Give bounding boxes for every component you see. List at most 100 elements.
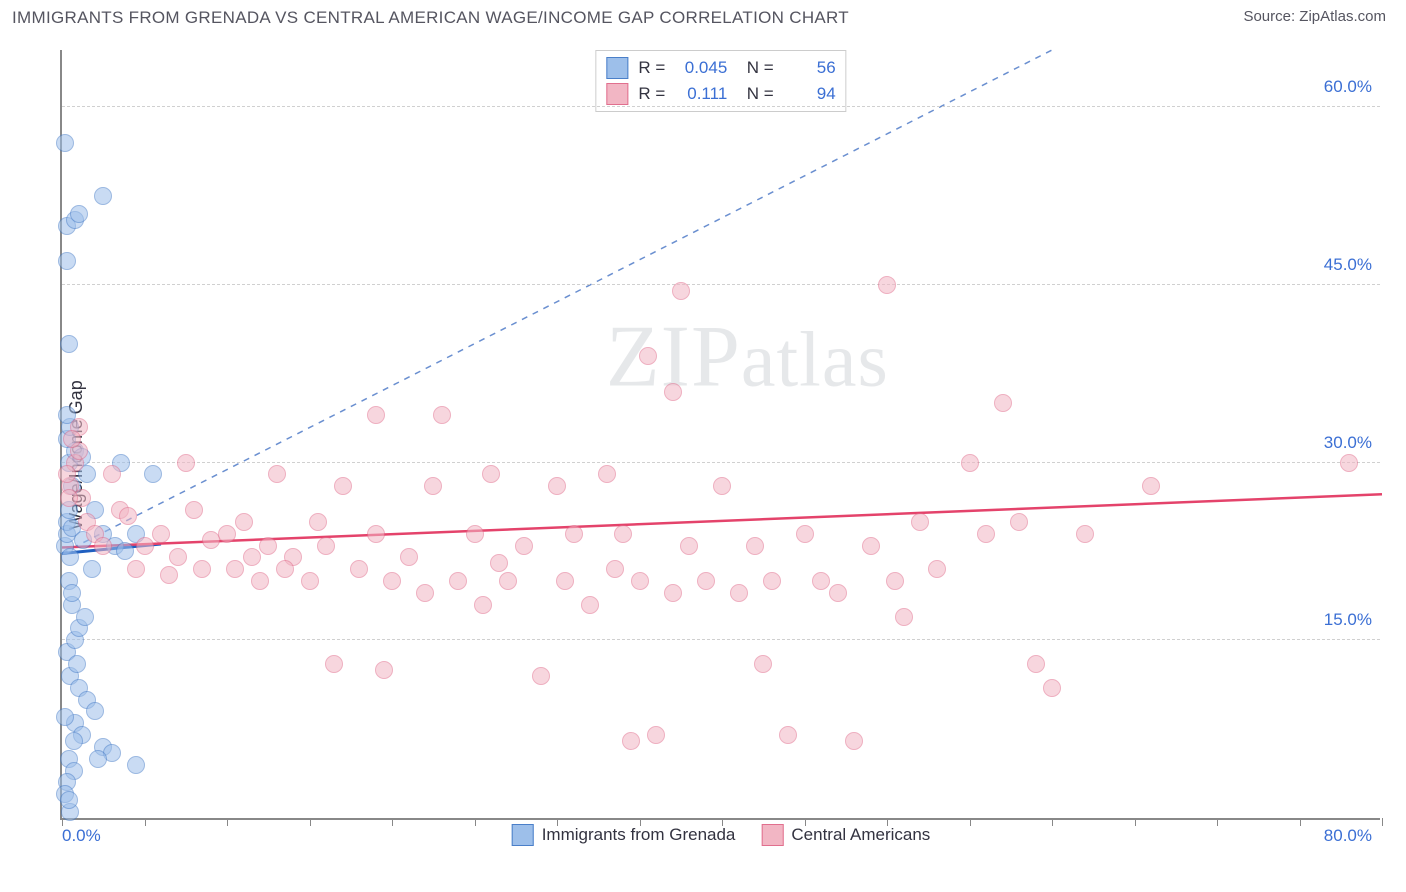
data-point (60, 791, 78, 809)
data-point (754, 655, 772, 673)
data-point (94, 537, 112, 555)
data-point (647, 726, 665, 744)
data-point (94, 187, 112, 205)
data-point (482, 465, 500, 483)
data-point (730, 584, 748, 602)
data-point (268, 465, 286, 483)
data-point (548, 477, 566, 495)
chart-container: Wage/Income Gap ZIPatlas R =0.045 N =56R… (12, 40, 1394, 870)
data-point (779, 726, 797, 744)
data-point (61, 548, 79, 566)
trend-lines-svg (62, 50, 1380, 818)
data-point (490, 554, 508, 572)
data-point (259, 537, 277, 555)
legend-swatch (606, 57, 628, 79)
data-point (1076, 525, 1094, 543)
source-label: Source: ZipAtlas.com (1243, 8, 1386, 25)
y-tick-label: 30.0% (1324, 433, 1372, 453)
data-point (697, 572, 715, 590)
data-point (994, 394, 1012, 412)
x-tick (310, 818, 311, 826)
stats-legend-row: R =0.045 N =56 (606, 55, 835, 81)
data-point (639, 347, 657, 365)
x-tick (640, 818, 641, 826)
x-tick (557, 818, 558, 826)
data-point (177, 454, 195, 472)
x-tick (475, 818, 476, 826)
data-point (116, 542, 134, 560)
data-point (515, 537, 533, 555)
legend-item: Central Americans (761, 824, 930, 846)
data-point (317, 537, 335, 555)
data-point (144, 465, 162, 483)
legend-swatch (606, 83, 628, 105)
data-point (928, 560, 946, 578)
x-tick (887, 818, 888, 826)
data-point (845, 732, 863, 750)
data-point (812, 572, 830, 590)
data-point (83, 560, 101, 578)
x-tick (1052, 818, 1053, 826)
data-point (65, 732, 83, 750)
data-point (226, 560, 244, 578)
x-tick (227, 818, 228, 826)
data-point (622, 732, 640, 750)
gridline-h (62, 106, 1380, 107)
x-axis-max-label: 80.0% (1324, 826, 1372, 846)
data-point (466, 525, 484, 543)
data-point (276, 560, 294, 578)
data-point (309, 513, 327, 531)
data-point (86, 702, 104, 720)
x-tick (1300, 818, 1301, 826)
data-point (565, 525, 583, 543)
data-point (977, 525, 995, 543)
stats-legend-row: R =0.111 N =94 (606, 81, 835, 107)
x-tick (145, 818, 146, 826)
y-tick-label: 60.0% (1324, 77, 1372, 97)
x-tick (1382, 818, 1383, 826)
data-point (68, 655, 86, 673)
data-point (433, 406, 451, 424)
y-tick-label: 15.0% (1324, 610, 1372, 630)
data-point (70, 205, 88, 223)
data-point (911, 513, 929, 531)
data-point (334, 477, 352, 495)
series-legend: Immigrants from GrenadaCentral Americans (512, 824, 931, 846)
data-point (499, 572, 517, 590)
data-point (746, 537, 764, 555)
data-point (400, 548, 418, 566)
data-point (127, 756, 145, 774)
data-point (60, 489, 78, 507)
data-point (76, 608, 94, 626)
page-title: IMMIGRANTS FROM GRENADA VS CENTRAL AMERI… (12, 8, 849, 28)
x-tick (1217, 818, 1218, 826)
data-point (424, 477, 442, 495)
data-point (664, 383, 682, 401)
data-point (763, 572, 781, 590)
data-point (169, 548, 187, 566)
data-point (367, 525, 385, 543)
data-point (598, 465, 616, 483)
data-point (251, 572, 269, 590)
data-point (60, 335, 78, 353)
data-point (631, 572, 649, 590)
x-tick (722, 818, 723, 826)
x-axis-min-label: 0.0% (62, 826, 101, 846)
data-point (58, 465, 76, 483)
data-point (350, 560, 368, 578)
data-point (474, 596, 492, 614)
data-point (235, 513, 253, 531)
data-point (103, 465, 121, 483)
data-point (796, 525, 814, 543)
data-point (862, 537, 880, 555)
y-tick-label: 45.0% (1324, 255, 1372, 275)
x-tick (970, 818, 971, 826)
data-point (218, 525, 236, 543)
data-point (325, 655, 343, 673)
x-tick (392, 818, 393, 826)
data-point (202, 531, 220, 549)
data-point (119, 507, 137, 525)
data-point (56, 134, 74, 152)
data-point (1142, 477, 1160, 495)
data-point (606, 560, 624, 578)
